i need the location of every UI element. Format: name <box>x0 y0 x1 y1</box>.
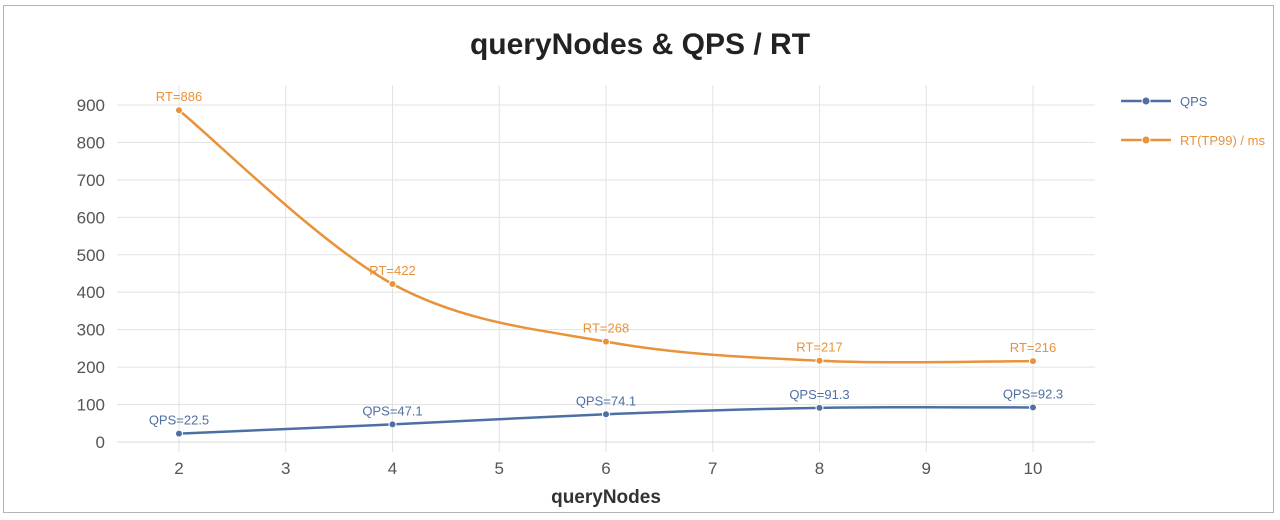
data-point[interactable] <box>175 106 183 115</box>
data-label: QPS=74.1 <box>576 393 636 408</box>
series-layer: QPS=22.5 QPS=47.1 QPS=74.1 QPS=91.3 QPS=92.3… <box>149 89 1063 438</box>
legend-marker <box>1141 96 1151 106</box>
x-axis-ticks: 2 3 4 5 6 7 8 9 10 <box>174 459 1042 478</box>
x-axis-label: queryNodes <box>551 487 661 508</box>
x-tick-label: 3 <box>281 459 290 478</box>
x-tick-label: 6 <box>601 459 610 478</box>
y-tick-label: 400 <box>77 283 105 302</box>
data-point[interactable] <box>388 420 397 429</box>
data-label: QPS=22.5 <box>149 413 209 428</box>
y-tick-label: 300 <box>77 321 105 340</box>
grid-lines <box>117 85 1095 452</box>
chart-frame <box>3 5 1274 513</box>
data-label: RT=886 <box>156 89 202 104</box>
y-tick-label: 0 <box>96 433 105 452</box>
data-label: RT=217 <box>796 340 842 355</box>
legend[interactable]: QPS RT(TP99) / ms <box>1121 94 1265 148</box>
data-point[interactable] <box>388 279 397 288</box>
chart-title: queryNodes & QPS / RT <box>469 28 811 61</box>
data-label: RT=422 <box>369 263 415 278</box>
data-label: QPS=47.1 <box>362 403 422 418</box>
y-tick-label: 200 <box>77 358 105 377</box>
data-point[interactable] <box>1029 403 1037 412</box>
legend-marker <box>1141 135 1151 145</box>
y-tick-label: 700 <box>77 171 105 190</box>
data-label: QPS=91.3 <box>789 387 849 402</box>
data-point[interactable] <box>815 356 824 365</box>
legend-label[interactable]: QPS <box>1180 94 1208 109</box>
data-point[interactable] <box>602 337 610 346</box>
x-tick-label: 2 <box>174 459 183 478</box>
y-tick-label: 500 <box>77 246 105 265</box>
x-tick-label: 4 <box>388 459 397 478</box>
y-tick-label: 100 <box>77 396 105 415</box>
x-tick-label: 9 <box>922 459 931 478</box>
x-tick-label: 7 <box>708 459 717 478</box>
data-point[interactable] <box>815 403 824 412</box>
x-tick-label: 5 <box>495 459 504 478</box>
data-point[interactable] <box>602 410 610 419</box>
data-point[interactable] <box>175 429 183 438</box>
legend-label[interactable]: RT(TP99) / ms <box>1180 133 1265 148</box>
data-label: QPS=92.3 <box>1003 386 1063 401</box>
y-tick-label: 900 <box>77 96 105 115</box>
data-label: RT=216 <box>1010 340 1056 355</box>
y-tick-label: 800 <box>77 133 105 152</box>
y-axis-ticks: 0 100 200 300 400 500 600 700 800 900 <box>77 96 105 452</box>
y-tick-label: 600 <box>77 208 105 227</box>
x-tick-label: 10 <box>1024 459 1043 478</box>
data-point[interactable] <box>1029 357 1037 366</box>
data-label: RT=268 <box>583 321 629 336</box>
x-tick-label: 8 <box>815 459 824 478</box>
